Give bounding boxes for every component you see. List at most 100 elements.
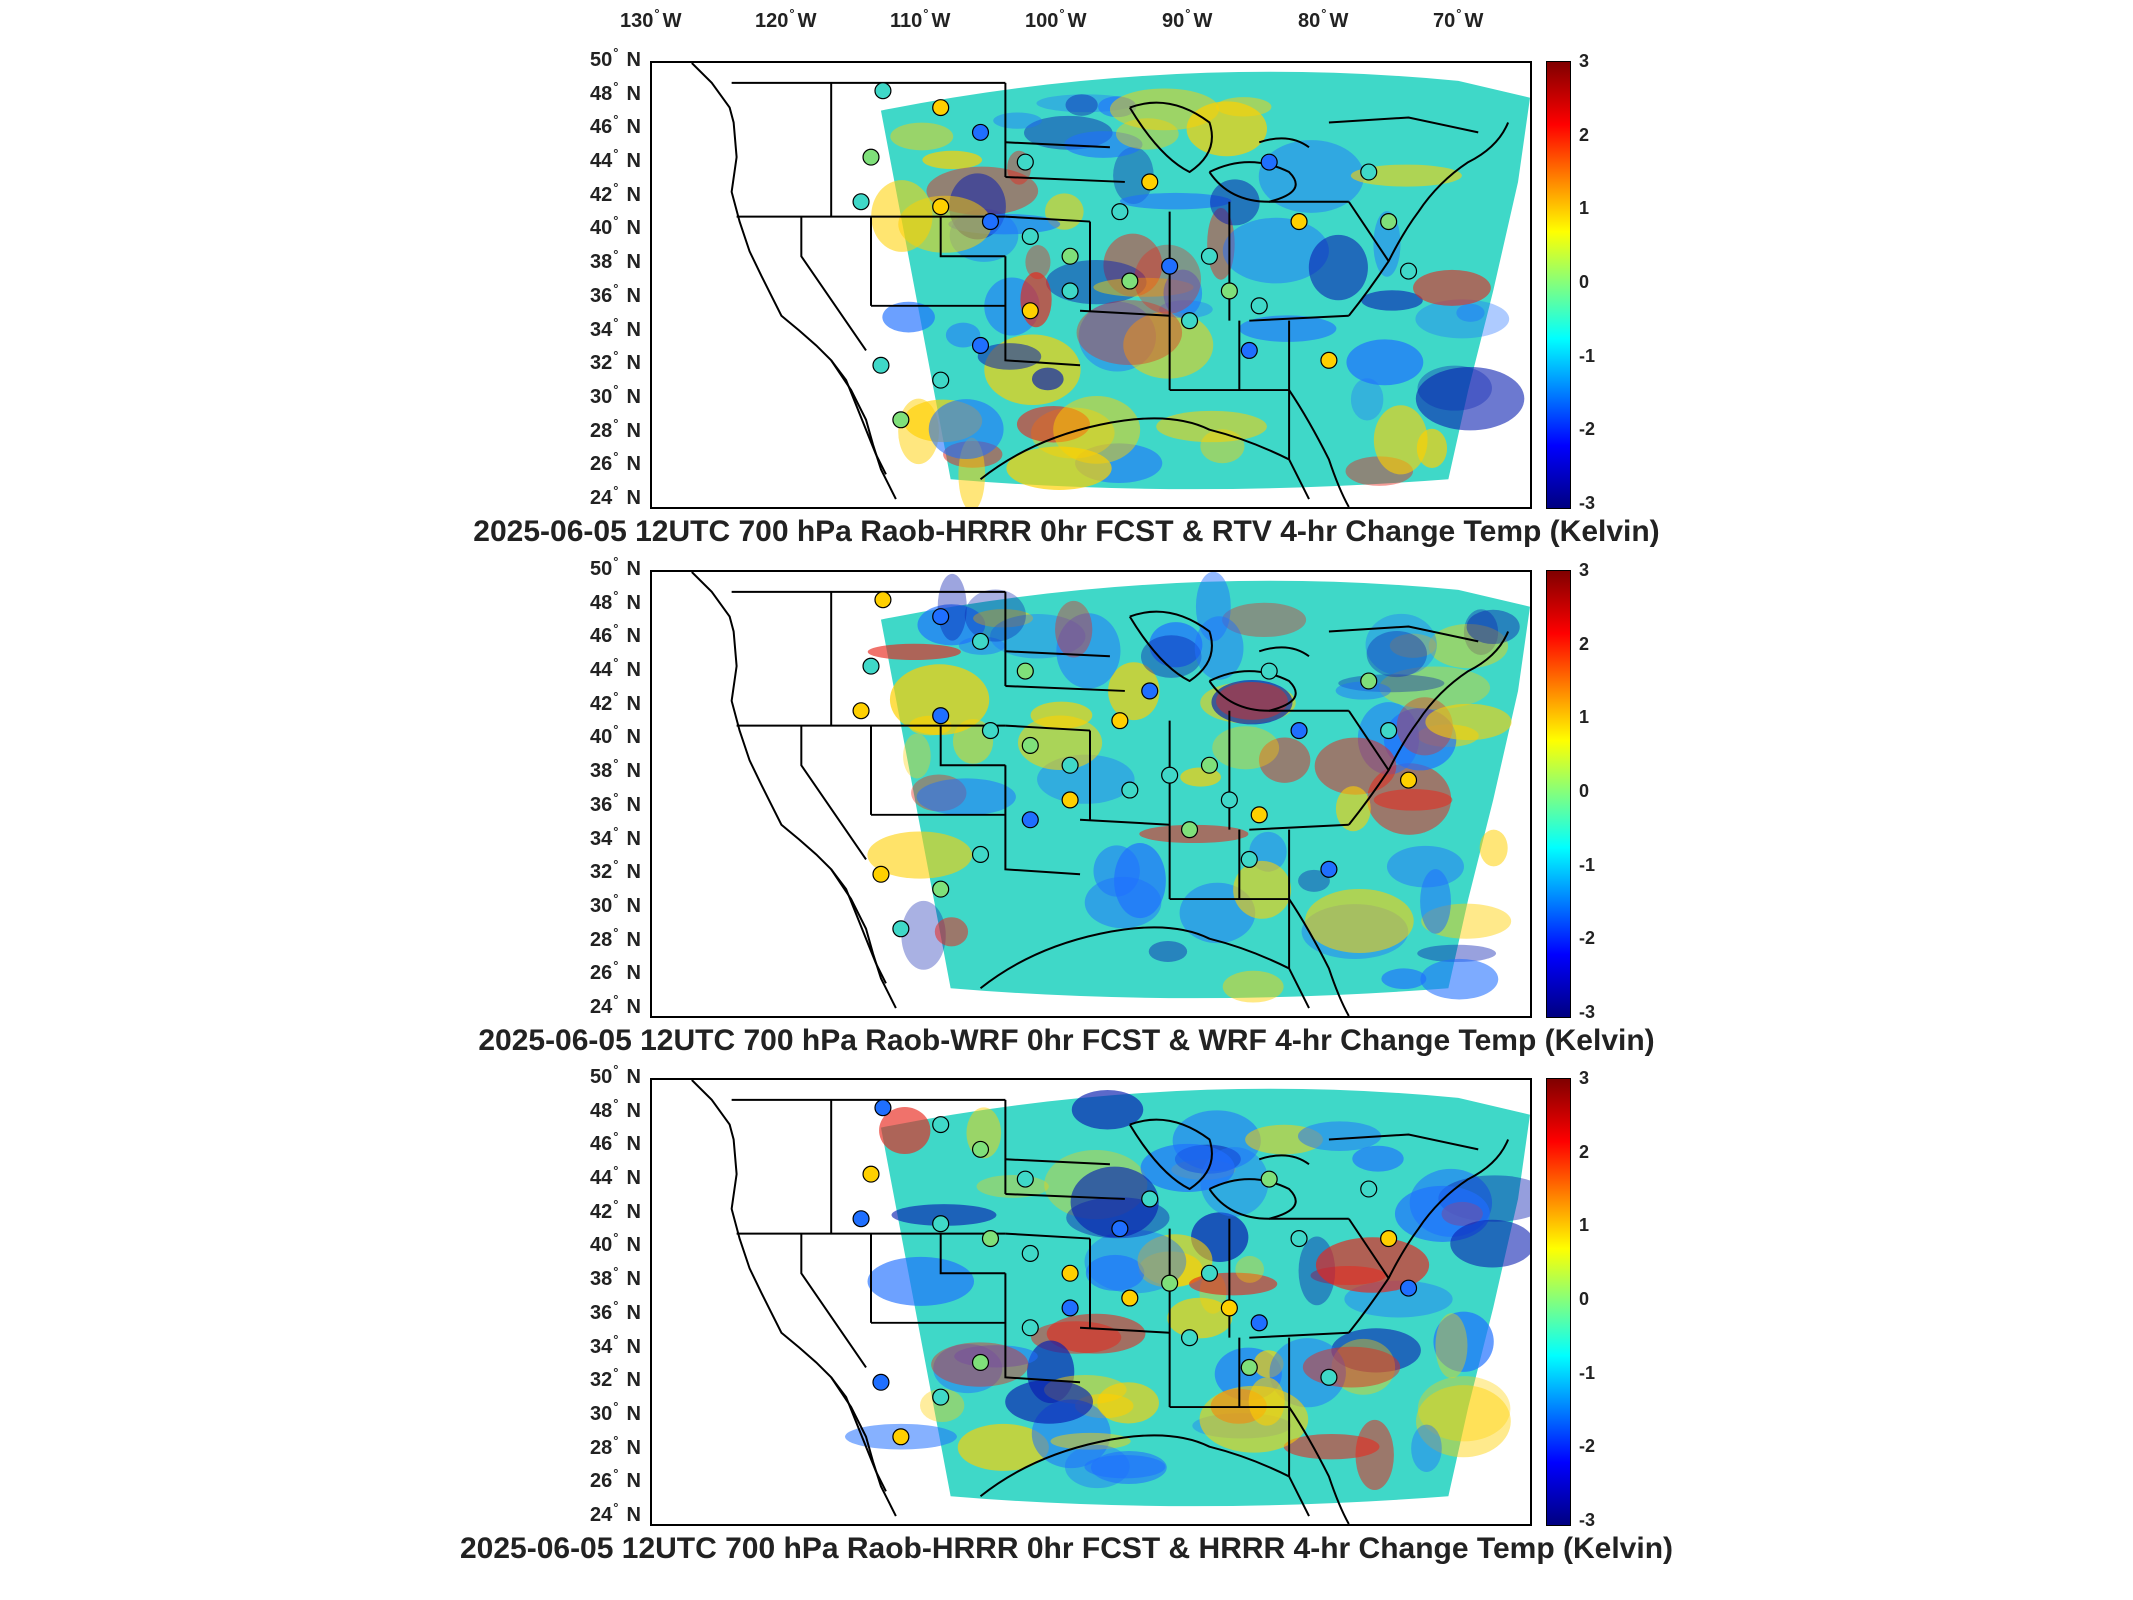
raob-station-marker — [981, 213, 1000, 231]
boundary-line — [1328, 625, 1479, 643]
boundary-line — [979, 926, 1310, 1009]
raob-station-marker — [1380, 722, 1398, 740]
anomaly-blob — [1466, 609, 1520, 645]
raob-station-marker — [1320, 860, 1338, 878]
colorbar-tick-label: 2 — [1579, 1142, 1590, 1162]
raob-station-marker — [1021, 227, 1039, 245]
anomaly-blob — [889, 664, 990, 736]
raob-station-marker — [1111, 1220, 1129, 1238]
anomaly-blob — [1233, 860, 1292, 919]
raob-station-marker — [1360, 672, 1378, 690]
anomaly-blob — [1463, 609, 1499, 656]
anomaly-blob — [1335, 681, 1391, 700]
anomaly-blob — [1479, 829, 1508, 867]
anomaly-blob — [1114, 842, 1166, 919]
raob-station-marker — [1290, 1230, 1308, 1248]
raob-station-marker — [1141, 1190, 1159, 1208]
latitude-label: 24° N — [590, 1500, 641, 1526]
anomaly-blob — [1103, 233, 1163, 297]
raob-station-marker — [971, 336, 990, 354]
raob-station-marker — [1021, 1244, 1039, 1262]
colorbar-tick-label: 1 — [1579, 707, 1590, 727]
anomaly-blob — [1216, 682, 1288, 720]
raob-station-marker — [1061, 791, 1079, 809]
raob-station-marker — [892, 1428, 910, 1446]
latitude-label: 28° N — [590, 925, 641, 951]
raob-station-marker — [1200, 756, 1219, 774]
boundary-line — [1004, 765, 1081, 876]
boundary-line — [1005, 215, 1091, 223]
raob-station-marker — [1200, 247, 1219, 265]
anomaly-blob — [1137, 1234, 1213, 1287]
anomaly-blob — [1031, 367, 1064, 391]
latitude-label: 42° N — [590, 689, 641, 715]
anomaly-blob — [1352, 1145, 1404, 1172]
anomaly-blob — [1006, 446, 1112, 490]
latitude-label: 28° N — [590, 416, 641, 442]
latitude-label: 30° N — [590, 891, 641, 917]
boundary-line — [939, 725, 1006, 767]
latitude-label: 40° N — [590, 722, 641, 748]
anomaly-blob — [1346, 339, 1424, 386]
raob-station-marker — [1220, 791, 1238, 809]
raob-station-marker — [1399, 1279, 1418, 1297]
anomaly-blob — [1298, 869, 1330, 892]
anomaly-blob — [1222, 602, 1307, 638]
latitude-label: 30° N — [590, 1399, 641, 1425]
boundary-line — [1128, 101, 1310, 203]
colorbar-tick-label: 0 — [1579, 1289, 1590, 1309]
latitude-label: 38° N — [590, 756, 641, 782]
boundary-line — [1249, 314, 1349, 322]
anomaly-blob — [945, 322, 981, 348]
raob-station-marker — [932, 371, 950, 389]
colorbar-tick-label: 0 — [1579, 272, 1590, 292]
latitude-label: 50° N — [590, 1062, 641, 1088]
anomaly-blob — [1258, 737, 1311, 783]
raob-station-marker — [1200, 1264, 1219, 1282]
anomaly-blob — [903, 733, 931, 779]
colorbar-tick-label: 3 — [1579, 51, 1590, 71]
latitude-label: 46° N — [590, 1129, 641, 1155]
latitude-label: 40° N — [590, 213, 641, 239]
raob-station-marker — [1260, 662, 1278, 680]
anomaly-blob — [1373, 405, 1428, 475]
anomaly-blob — [1416, 1385, 1511, 1458]
anomaly-blob — [1415, 299, 1510, 339]
raob-station-marker — [932, 608, 950, 626]
colorbar-tick-label: -1 — [1579, 1363, 1596, 1383]
boundary-line — [1005, 175, 1125, 183]
boundary-line — [1004, 1273, 1081, 1384]
boundary-line — [1288, 898, 1350, 1016]
colorbar-tick-label: -1 — [1579, 855, 1596, 875]
anomaly-blob — [1435, 1313, 1468, 1379]
boundary-line — [800, 216, 867, 351]
latitude-label: 32° N — [590, 1365, 641, 1391]
latitude-label: 46° N — [590, 621, 641, 647]
longitude-label: 80° W — [1298, 6, 1349, 32]
anomaly-blob — [898, 195, 992, 253]
anomaly-blob — [1420, 869, 1451, 934]
panel-title: 2025-06-05 12UTC 700 hPa Raob-HRRR 0hr F… — [459, 1532, 1674, 1565]
colorbar-tick-label: 1 — [1579, 1215, 1590, 1235]
panel-title: 2025-06-05 12UTC 700 hPa Raob-WRF 0hr FC… — [478, 1024, 1655, 1057]
anomaly-blob — [1413, 269, 1491, 306]
anomaly-blob — [1302, 1346, 1401, 1388]
raob-station-marker — [1141, 173, 1159, 191]
latitude-label: 26° N — [590, 958, 641, 984]
anomaly-blob — [1050, 1432, 1131, 1450]
boundary-line — [1128, 1118, 1310, 1220]
boundary-line — [830, 1376, 897, 1517]
anomaly-blob — [1450, 1219, 1530, 1268]
latitude-label: 36° N — [590, 790, 641, 816]
anomaly-blob — [1134, 244, 1201, 314]
longitude-axis: 130° W 120° W 110° W 100° W 90° W 80° W 70° W — [0, 0, 2133, 40]
raob-station-marker — [1380, 1230, 1398, 1248]
anomaly-blob — [1148, 940, 1188, 962]
raob-station-marker — [1250, 1314, 1268, 1332]
panel-title: 2025-06-05 12UTC 700 hPa Raob-HRRR 0hr F… — [473, 515, 1660, 548]
anomaly-blob — [1053, 396, 1141, 464]
anomaly-blob — [1212, 726, 1280, 770]
anomaly-blob — [1016, 406, 1091, 443]
anomaly-blob — [867, 1256, 975, 1306]
raob-station-marker — [1061, 756, 1079, 774]
